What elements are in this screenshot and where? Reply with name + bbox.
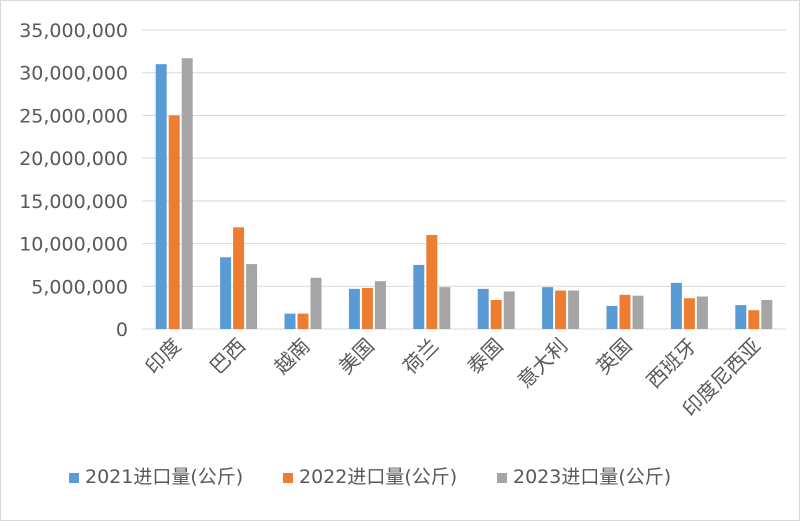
bar-3-10 (761, 299, 773, 329)
bar-3-1 (181, 58, 193, 329)
y-tick-label: 15,000,000 (19, 191, 128, 213)
x-category-label: 印度 (140, 334, 185, 379)
bar-3-9 (696, 296, 708, 329)
y-tick-label: 25,000,000 (19, 105, 128, 127)
bar-2-6 (490, 299, 502, 329)
bar-3-2 (246, 264, 258, 329)
x-category-label: 越南 (269, 334, 314, 379)
bars (155, 58, 773, 329)
bar-1-6 (477, 288, 489, 329)
x-category-label: 西班牙 (642, 334, 701, 393)
bar-1-1 (155, 64, 167, 329)
legend-swatch (497, 473, 507, 483)
bar-3-5 (439, 287, 451, 329)
bar-2-9 (683, 298, 695, 329)
bar-2-4 (361, 287, 373, 329)
bar-1-3 (284, 313, 296, 329)
x-category-label: 意大利 (513, 334, 572, 393)
bar-3-4 (374, 281, 386, 329)
legend: 2021进口量(公斤) 2022进口量(公斤) 2023进口量(公斤) (69, 466, 671, 488)
y-tick-label: 20,000,000 (19, 148, 128, 170)
y-axis-tick-labels: 0 5,000,000 10,000,000 15,000,000 20,000,000… (19, 20, 128, 341)
y-tick-label: 0 (116, 319, 128, 341)
bar-2-1 (168, 115, 180, 329)
bar-2-2 (233, 227, 245, 329)
bar-2-8 (619, 294, 631, 329)
x-category-label: 巴西 (205, 334, 250, 379)
y-tick-label: 35,000,000 (19, 20, 128, 42)
bar-3-8 (632, 295, 644, 329)
bar-1-10 (735, 305, 747, 329)
legend-label: 2022进口量(公斤) (299, 466, 457, 488)
x-category-label: 泰国 (462, 334, 507, 379)
bar-1-5 (413, 264, 425, 329)
bar-2-3 (297, 313, 309, 329)
bar-3-6 (503, 291, 515, 329)
x-category-label: 荷兰 (398, 334, 443, 379)
y-tick-label: 10,000,000 (19, 234, 128, 256)
bar-2-10 (748, 310, 760, 329)
legend-swatch (69, 473, 79, 483)
legend-label: 2023进口量(公斤) (513, 466, 671, 488)
x-category-label: 英国 (591, 334, 636, 379)
y-tick-label: 30,000,000 (19, 63, 128, 85)
bar-3-7 (568, 290, 580, 329)
bar-1-7 (542, 287, 554, 329)
bar-1-9 (670, 282, 682, 329)
bar-2-5 (426, 235, 438, 329)
bar-1-4 (348, 288, 360, 329)
bar-3-3 (310, 277, 322, 329)
bar-1-2 (220, 257, 232, 329)
x-category-label: 美国 (334, 334, 379, 379)
bar-2-7 (555, 290, 567, 329)
y-tick-label: 5,000,000 (31, 276, 128, 298)
legend-label: 2021进口量(公斤) (85, 466, 243, 488)
bar-1-8 (606, 305, 618, 329)
legend-swatch (283, 473, 293, 483)
